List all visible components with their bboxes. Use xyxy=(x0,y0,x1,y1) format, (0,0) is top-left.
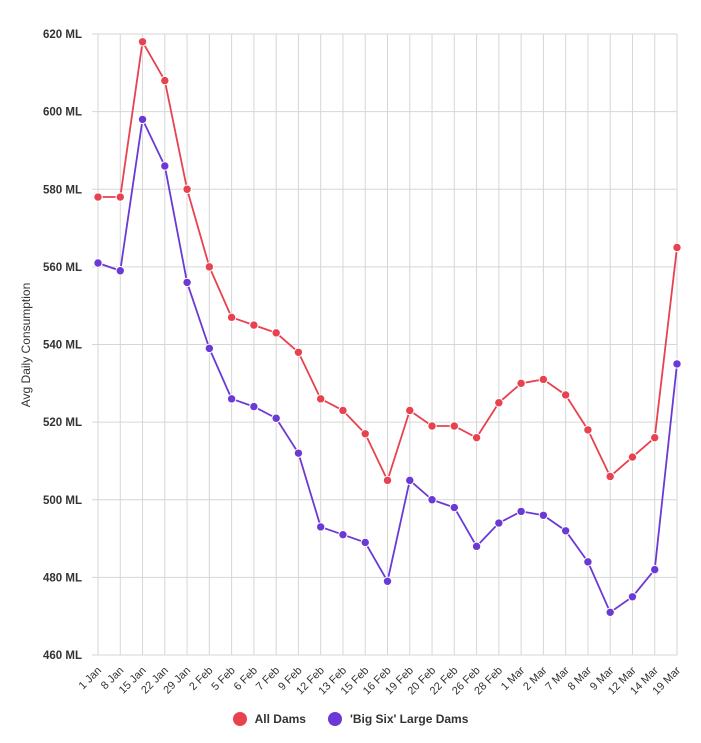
data-point[interactable] xyxy=(427,495,437,505)
data-point[interactable] xyxy=(271,328,281,338)
data-point[interactable] xyxy=(516,506,526,517)
data-point[interactable] xyxy=(160,75,170,86)
data-point[interactable] xyxy=(405,475,415,486)
y-tick-label: 540 ML xyxy=(43,340,82,352)
series-0 xyxy=(93,37,682,486)
data-point[interactable] xyxy=(182,184,192,194)
data-point[interactable] xyxy=(494,398,504,408)
legend-item-big-six[interactable]: 'Big Six' Large Dams xyxy=(327,712,469,726)
data-point[interactable] xyxy=(293,448,304,458)
data-point[interactable] xyxy=(583,557,593,567)
data-point[interactable] xyxy=(160,161,170,171)
data-point[interactable] xyxy=(427,421,437,431)
data-point[interactable] xyxy=(137,37,148,47)
data-point[interactable] xyxy=(650,564,660,575)
x-tick-label: 1 Mar xyxy=(499,664,528,693)
data-point[interactable] xyxy=(226,394,237,404)
legend-label-big-six: 'Big Six' Large Dams xyxy=(349,712,469,726)
legend-item-all-dams[interactable]: All Dams xyxy=(232,712,306,726)
data-point[interactable] xyxy=(360,429,370,439)
data-point[interactable] xyxy=(538,510,549,520)
data-point[interactable] xyxy=(605,607,615,618)
y-tick-label: 480 ML xyxy=(43,572,82,584)
data-point[interactable] xyxy=(249,320,259,330)
data-point[interactable] xyxy=(471,541,482,552)
data-point[interactable] xyxy=(182,277,192,288)
x-tick-label: 6 Feb xyxy=(232,665,260,693)
data-point[interactable] xyxy=(315,522,326,532)
data-point[interactable] xyxy=(271,413,281,423)
y-tick-label: 560 ML xyxy=(43,262,82,274)
data-point[interactable] xyxy=(293,347,304,357)
data-point[interactable] xyxy=(204,343,215,354)
data-point[interactable] xyxy=(449,502,460,513)
data-point[interactable] xyxy=(226,312,237,323)
data-point[interactable] xyxy=(650,432,660,443)
series-layer xyxy=(93,37,682,618)
data-point[interactable] xyxy=(405,405,415,416)
legend-swatch-big-six xyxy=(327,712,342,726)
x-tick-label: 2 Mar xyxy=(521,664,550,693)
data-point[interactable] xyxy=(627,452,638,462)
data-point[interactable] xyxy=(627,592,638,602)
data-point[interactable] xyxy=(93,258,103,268)
data-point[interactable] xyxy=(605,471,615,482)
grid-layer xyxy=(92,33,678,656)
data-point[interactable] xyxy=(538,374,549,385)
series-1 xyxy=(93,114,682,618)
x-tick-label: 2 Feb xyxy=(187,665,215,693)
y-axis-label: Avg Daily Consumption xyxy=(19,283,33,408)
y-tick-label: 460 ML xyxy=(43,650,82,662)
data-point[interactable] xyxy=(115,266,125,276)
data-point[interactable] xyxy=(583,425,593,435)
y-tick-label: 600 ML xyxy=(43,107,82,119)
y-tick-label: 580 ML xyxy=(43,184,82,196)
data-point[interactable] xyxy=(494,518,504,528)
data-point[interactable] xyxy=(315,394,326,404)
data-point[interactable] xyxy=(471,432,482,443)
data-point[interactable] xyxy=(204,262,215,272)
data-point[interactable] xyxy=(360,537,370,548)
x-tick-label: 5 Feb xyxy=(209,665,237,693)
data-point[interactable] xyxy=(672,242,682,253)
y-tick-label: 520 ML xyxy=(43,417,82,429)
x-tick-label: 1 Jan xyxy=(77,665,105,693)
data-point[interactable] xyxy=(560,526,571,536)
y-tick-label: 500 ML xyxy=(43,495,82,507)
legend-label-all-dams: All Dams xyxy=(254,712,306,726)
data-point[interactable] xyxy=(672,359,682,369)
data-point[interactable] xyxy=(560,390,571,400)
data-point[interactable] xyxy=(115,192,125,202)
data-point[interactable] xyxy=(449,421,460,431)
legend: All Dams 'Big Six' Large Dams xyxy=(0,712,701,726)
y-axis-ticks: 460 ML 480 ML 500 ML 520 ML 540 ML 560 ML 580 … xyxy=(43,29,82,662)
data-point[interactable] xyxy=(137,114,148,125)
legend-swatch-all-dams xyxy=(232,712,247,726)
data-point[interactable] xyxy=(516,378,526,389)
data-point[interactable] xyxy=(338,405,348,416)
data-point[interactable] xyxy=(338,529,348,540)
x-tick-label: 8 Mar xyxy=(566,664,595,693)
x-tick-label: 7 Feb xyxy=(254,665,282,693)
x-tick-label: 7 Mar xyxy=(543,664,572,693)
data-point[interactable] xyxy=(93,192,103,202)
data-point[interactable] xyxy=(249,401,259,412)
data-point[interactable] xyxy=(382,576,393,586)
data-point[interactable] xyxy=(382,475,393,486)
y-tick-label: 620 ML xyxy=(43,29,82,41)
